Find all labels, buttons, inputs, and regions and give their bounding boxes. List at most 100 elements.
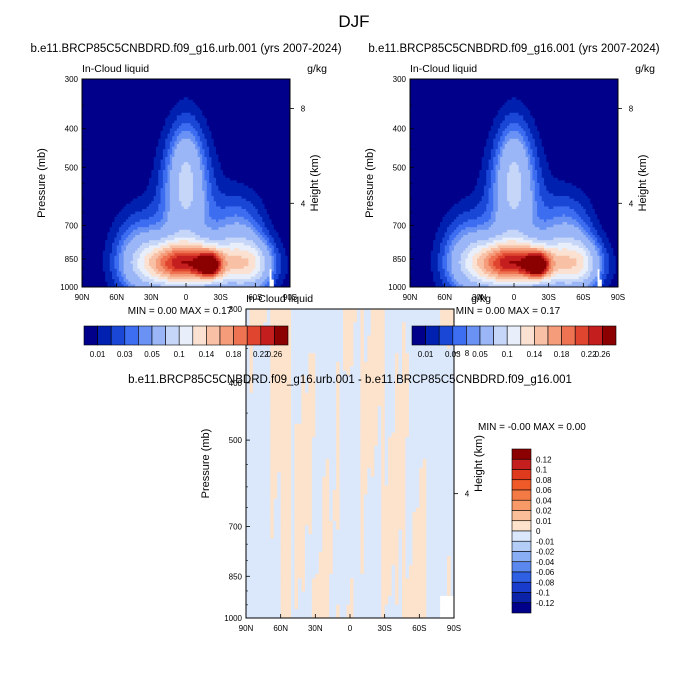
contour-cell: [179, 108, 182, 111]
contour-cell: [137, 188, 140, 191]
contour-cell: [244, 170, 247, 173]
contour-cell: [218, 212, 221, 215]
contour-cell: [89, 193, 92, 196]
contour-cell: [184, 178, 187, 181]
contour-cell: [244, 162, 247, 165]
contour-cell: [119, 178, 122, 181]
contour-cell: [114, 141, 117, 144]
contour-cell: [193, 199, 196, 202]
contour-cell: [269, 105, 272, 108]
contour-cell: [114, 219, 117, 222]
contour-cell: [193, 209, 196, 212]
contour-cell: [124, 89, 127, 92]
contour-cell: [283, 206, 286, 209]
contour-cell: [258, 167, 261, 170]
contour-cell: [276, 149, 279, 152]
contour-cell: [142, 160, 145, 163]
contour-cell: [246, 188, 249, 191]
contour-cell: [154, 209, 157, 212]
contour-cell: [154, 100, 157, 103]
contour-cell: [267, 147, 270, 150]
contour-cell: [260, 219, 263, 222]
contour-cell: [135, 201, 138, 204]
contour-cell: [191, 115, 194, 118]
contour-cell: [165, 105, 168, 108]
contour-cell: [251, 131, 254, 134]
contour-cell: [237, 212, 240, 215]
contour-cell: [281, 219, 284, 222]
contour-cell: [170, 105, 173, 108]
contour-cell: [251, 183, 254, 186]
contour-cell: [100, 131, 103, 134]
contour-cell: [154, 188, 157, 191]
contour-cell: [251, 141, 254, 144]
contour-cell: [154, 162, 157, 165]
contour-cell: [161, 170, 164, 173]
contour-cell: [228, 115, 231, 118]
contour-cell: [177, 89, 180, 92]
contour-cell: [112, 147, 115, 150]
contour-cell: [214, 188, 217, 191]
contour-cell: [191, 126, 194, 129]
contour-cell: [272, 199, 275, 202]
contour-cell: [274, 95, 277, 98]
contour-cell: [262, 152, 265, 155]
contour-cell: [241, 186, 244, 189]
contour-cell: [114, 108, 117, 111]
contour-cell: [103, 170, 106, 173]
contour-cell: [225, 95, 228, 98]
contour-cell: [223, 199, 226, 202]
contour-cell: [172, 134, 175, 137]
contour-cell: [230, 149, 233, 152]
contour-cell: [165, 144, 168, 147]
contour-cell: [170, 102, 173, 105]
contour-cell: [165, 97, 168, 100]
contour-cell: [135, 131, 138, 134]
contour-cell: [105, 191, 108, 194]
contour-cell: [274, 170, 277, 173]
contour-cell: [114, 180, 117, 183]
contour-cell: [161, 165, 164, 168]
contour-cell: [170, 84, 173, 87]
contour-cell: [165, 89, 168, 92]
contour-cell: [239, 123, 242, 126]
contour-cell: [135, 121, 138, 124]
contour-cell: [239, 134, 242, 137]
contour-cell: [216, 165, 219, 168]
contour-cell: [131, 92, 134, 95]
contour-cell: [154, 141, 157, 144]
contour-cell: [140, 108, 143, 111]
contour-cell: [186, 178, 189, 181]
contour-cell: [98, 199, 101, 202]
contour-cell: [96, 152, 99, 155]
contour-cell: [191, 175, 194, 178]
contour-cell: [142, 162, 145, 165]
contour-cell: [140, 157, 143, 160]
contour-cell: [195, 178, 198, 181]
contour-cell: [128, 84, 131, 87]
contour-cell: [133, 212, 136, 215]
contour-cell: [269, 123, 272, 126]
contour-cell: [214, 193, 217, 196]
contour-cell: [91, 144, 94, 147]
contour-cell: [235, 84, 238, 87]
contour-cell: [221, 214, 224, 217]
contour-cell: [168, 212, 171, 215]
contour-cell: [237, 188, 240, 191]
contour-cell: [135, 152, 138, 155]
contour-cell: [262, 95, 265, 98]
contour-cell: [223, 113, 226, 116]
contour-cell: [255, 214, 258, 217]
contour-cell: [103, 105, 106, 108]
contour-cell: [135, 183, 138, 186]
contour-cell: [119, 128, 122, 131]
contour-cell: [239, 154, 242, 157]
contour-cell: [278, 204, 281, 207]
contour-cell: [151, 167, 154, 170]
contour-cell: [200, 154, 203, 157]
contour-cell: [163, 162, 166, 165]
contour-cell: [121, 92, 124, 95]
contour-cell: [137, 108, 140, 111]
contour-cell: [131, 144, 134, 147]
contour-cell: [237, 108, 240, 111]
